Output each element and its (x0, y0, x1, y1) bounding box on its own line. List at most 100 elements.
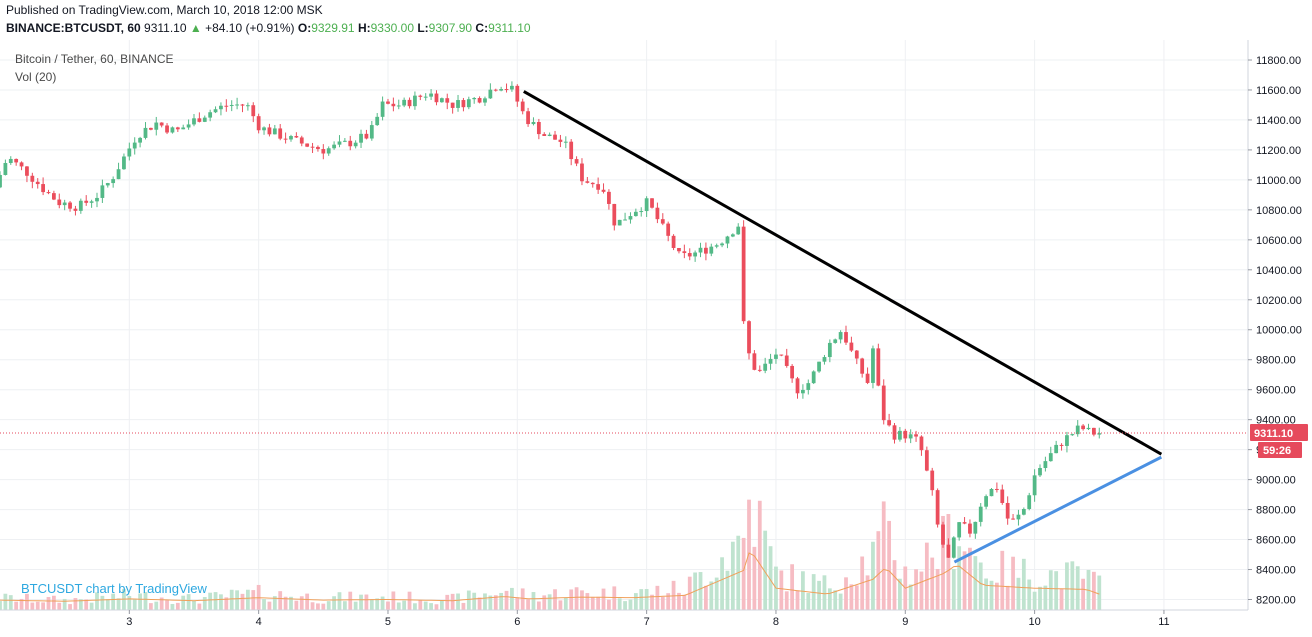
trend-lines[interactable] (0, 90, 1248, 564)
candle-body (499, 89, 504, 91)
volume-bar (995, 582, 999, 610)
volume-bar (1016, 577, 1021, 610)
candle-body (978, 506, 983, 522)
volume-bar (456, 593, 460, 610)
volume-bar (170, 603, 175, 610)
candle-body (563, 141, 568, 143)
candle-body (488, 89, 493, 99)
candle-body (321, 149, 326, 154)
price-tick-label: 11600.00 (1256, 85, 1301, 97)
time-tick-label: 4 (256, 616, 262, 628)
volume-bar (407, 591, 412, 610)
last-price-label: 9311.10 (144, 21, 187, 35)
candle-body (407, 99, 412, 107)
candle-body (838, 332, 843, 340)
price-axis[interactable]: 8200.008400.008600.008800.009000.009200.… (1247, 40, 1308, 610)
support-trendline (953, 455, 1163, 564)
volume-bar (391, 591, 396, 610)
volume-bar (477, 597, 482, 610)
candle-body (267, 127, 272, 135)
candle-body (369, 125, 374, 139)
candle-body (466, 99, 471, 108)
candle-body (391, 103, 396, 107)
volume-bar (720, 557, 724, 610)
candle-body (1005, 502, 1010, 519)
resistance-trendline (523, 90, 1163, 456)
price-chart[interactable]: 8200.008400.008600.008800.009000.009200.… (0, 40, 1312, 637)
candle-body (682, 251, 687, 254)
price-tick-label: 9400.00 (1256, 415, 1296, 427)
candle-body (159, 122, 164, 126)
volume-bar (838, 593, 843, 610)
ohlc-bar: BINANCE:BTCUSDT, 60 9311.10 ▲ +84.10 (+0… (6, 21, 531, 35)
volume-bar (100, 595, 105, 610)
candle-body (477, 98, 482, 103)
volume-bar (1065, 562, 1069, 610)
volume-bar (25, 593, 29, 610)
candle-body (1054, 444, 1059, 454)
candle-body (3, 162, 8, 175)
volume-bar (510, 587, 514, 610)
watermark-link[interactable]: BTCUSDT chart by TradingView (21, 581, 207, 596)
volume-bar (779, 570, 784, 610)
candle-body (19, 162, 24, 167)
candle-body (148, 127, 153, 130)
candle-body (914, 434, 918, 437)
candle-body (607, 191, 611, 204)
volume-bar (461, 602, 466, 610)
candle-body (272, 128, 277, 135)
candle-body (596, 184, 601, 190)
candle-body (693, 252, 698, 257)
volume-bar (1081, 578, 1085, 610)
candle-body (817, 361, 821, 372)
candle-body (671, 235, 676, 248)
volume-bar (262, 599, 266, 610)
volume-bar (472, 592, 477, 610)
volume-bar (574, 587, 579, 610)
candle-body (332, 144, 336, 149)
volume-bar (876, 531, 881, 610)
volume-bar (192, 600, 196, 610)
candle-body (483, 98, 487, 103)
candle-body (111, 179, 116, 184)
candle-body (574, 159, 579, 164)
volume-bar (978, 562, 983, 610)
volume-bar (919, 571, 924, 610)
volume-bar (105, 599, 110, 610)
volume-bar (445, 594, 450, 610)
volume-bar (1027, 579, 1032, 610)
volume-bar (219, 594, 223, 610)
candle-body (337, 141, 342, 145)
published-line: Published on TradingView.com, March 10, … (6, 3, 323, 17)
volume-bar (423, 601, 428, 610)
candle-body (919, 436, 924, 451)
volume-bar (989, 580, 994, 610)
volume-bar (175, 602, 180, 610)
time-tick-label: 5 (385, 616, 391, 628)
candle-body (779, 354, 784, 356)
volume-bar (747, 499, 751, 610)
candle-body (768, 358, 773, 364)
candle-body (1097, 433, 1102, 435)
price-tick-label: 9000.00 (1256, 475, 1296, 487)
volume-bar (450, 593, 455, 610)
time-axis[interactable]: 3 4 5 6 7 8 9 10 11 (0, 609, 1248, 628)
candle-body (526, 111, 530, 125)
volume-bar (165, 600, 169, 610)
candle-body (402, 99, 407, 106)
candle-body (989, 488, 994, 497)
candle-body (116, 169, 121, 180)
candle-body (316, 146, 320, 150)
low-value: 9307.90 (428, 21, 473, 35)
candle-body (801, 389, 805, 394)
volume-bar (704, 585, 708, 610)
time-tick-label: 6 (514, 616, 520, 628)
volume-bar (1092, 571, 1096, 610)
candle-body (251, 105, 256, 117)
candle-body (666, 223, 671, 236)
candle-body (89, 201, 94, 203)
candle-body (375, 116, 380, 126)
volume-bar (547, 594, 552, 610)
candle-body (219, 105, 223, 110)
candle-body (35, 181, 40, 185)
